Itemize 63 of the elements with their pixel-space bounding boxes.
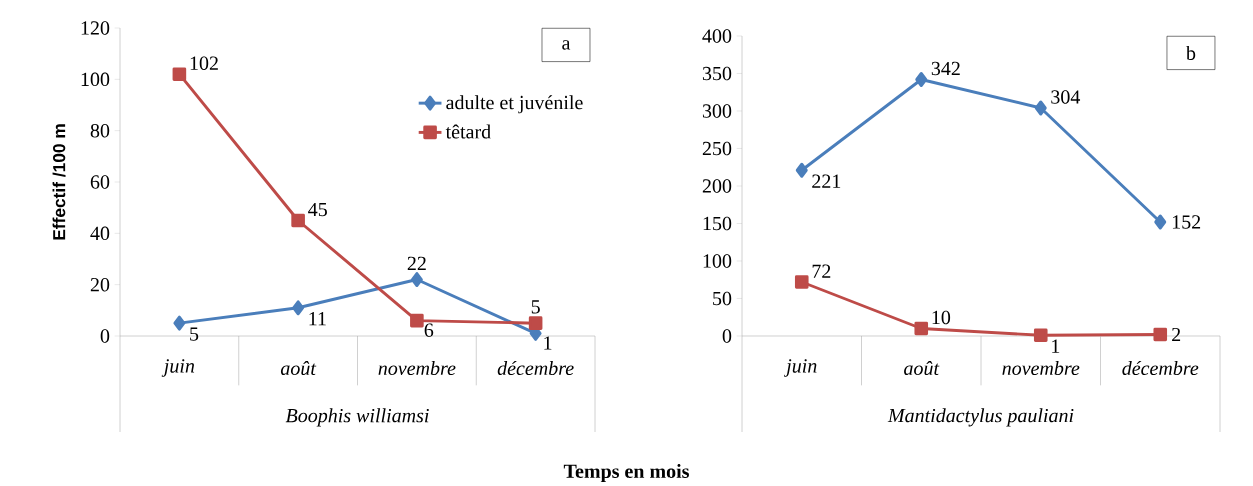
x-axis-title: Boophis williamsi	[285, 408, 429, 427]
data-label: 10	[932, 310, 951, 325]
point	[173, 315, 186, 331]
annotation: b	[1185, 45, 1196, 60]
point	[172, 67, 187, 82]
point	[1034, 100, 1047, 116]
point	[292, 300, 305, 316]
y-tick-label: 80	[90, 123, 110, 138]
data-label: 221	[812, 174, 841, 188]
point	[914, 321, 929, 336]
y-tick-label: 20	[90, 277, 110, 292]
data-label: 2	[1172, 327, 1181, 342]
data-label: 304	[1051, 90, 1081, 104]
point	[1033, 328, 1048, 343]
y-tick-label: 300	[702, 104, 732, 118]
y-tick-label: 200	[702, 179, 732, 193]
x-tick-label: août	[904, 360, 940, 376]
legend-label: adulte et juvénile	[446, 95, 583, 114]
data-label: 6	[424, 323, 434, 337]
x-tick-label: juin	[784, 359, 817, 377]
annotation: a	[562, 40, 571, 50]
point	[291, 213, 305, 228]
data-label: 72	[812, 264, 831, 278]
y-tick-label: 0	[722, 329, 732, 343]
y-tick-label: 50	[713, 291, 732, 306]
legend-label: têtard	[445, 124, 491, 139]
x-tick-label: juin	[161, 359, 195, 377]
x-tick-label: août	[280, 360, 317, 376]
y-tick-label: 250	[702, 141, 732, 156]
point	[410, 272, 423, 287]
y-tick-label: 40	[90, 226, 110, 241]
y-tick-label: 120	[81, 21, 110, 35]
data-label: 1	[1052, 339, 1060, 353]
point	[1154, 214, 1167, 230]
text: Temps en mois	[563, 463, 689, 483]
y-axis-title: Effectif /100 m	[52, 124, 66, 240]
point	[410, 313, 424, 328]
point	[794, 275, 809, 289]
data-label: 342	[931, 61, 960, 76]
data-label: 45	[308, 202, 327, 217]
point	[915, 72, 928, 87]
x-axis-title: Mantidactylus pauliani	[887, 408, 1074, 427]
y-tick-label: 100	[81, 72, 110, 87]
point	[795, 162, 808, 178]
x-tick-label: novembre	[378, 360, 456, 376]
data-label: 5	[190, 327, 199, 341]
y-tick-label: 60	[90, 175, 110, 189]
point	[1153, 327, 1168, 342]
y-tick-label: 100	[703, 254, 732, 268]
y-tick-label: 150	[703, 216, 732, 231]
x-tick-label: décembre	[1122, 360, 1199, 376]
y-tick-label: 400	[702, 29, 732, 43]
point	[528, 316, 543, 330]
data-label: 5	[531, 300, 540, 314]
data-label: 11	[309, 312, 326, 326]
x-tick-label: novembre	[1002, 360, 1080, 376]
x-tick-label: décembre	[497, 360, 574, 376]
y-tick-label: 350	[702, 66, 732, 81]
data-label: 1	[544, 336, 552, 350]
data-label: 22	[407, 256, 426, 270]
data-label: 102	[190, 56, 218, 70]
data-label: 152	[1172, 215, 1201, 229]
y-tick-label: 0	[100, 329, 110, 343]
